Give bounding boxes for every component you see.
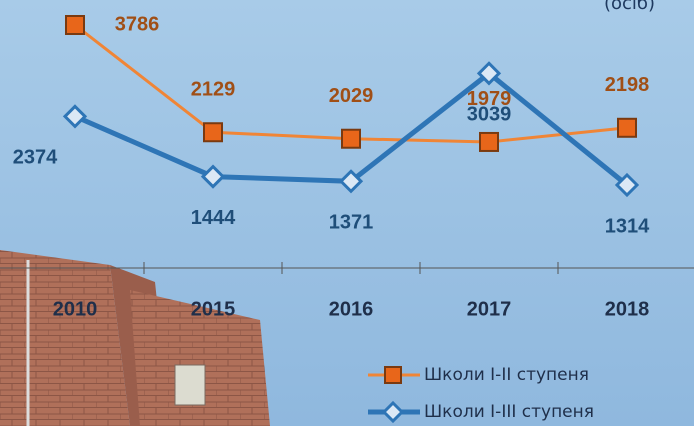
marker	[617, 117, 637, 138]
legend-label: Школи І-ІІІ ступеня	[424, 402, 594, 422]
x-tick-label: 2017	[467, 298, 512, 320]
data-label: 3039	[467, 104, 512, 126]
marker	[338, 169, 364, 194]
building	[0, 250, 270, 426]
data-label: 2374	[13, 147, 58, 169]
data-label: 2198	[605, 74, 650, 96]
data-label: 1444	[191, 207, 236, 229]
marker	[476, 61, 502, 86]
marker	[62, 104, 88, 129]
marker	[479, 131, 499, 152]
marker	[341, 128, 361, 149]
unit-note: (осіб)	[604, 0, 655, 14]
x-tick-label: 2010	[53, 298, 98, 320]
marker	[614, 172, 640, 198]
data-label: 1314	[605, 215, 650, 237]
data-label: 2129	[191, 79, 236, 101]
data-label: 1371	[329, 212, 374, 234]
data-label: 1979	[467, 88, 512, 110]
x-tick-label: 2015	[191, 298, 236, 320]
legend-marker	[381, 400, 405, 424]
marker	[65, 15, 85, 35]
legend-marker	[384, 366, 402, 384]
data-label: 2029	[329, 85, 374, 107]
x-tick-label: 2016	[329, 298, 374, 320]
marker	[200, 164, 226, 189]
marker	[203, 122, 223, 143]
legend-label: Школи І-ІІ ступеня	[424, 365, 589, 385]
data-label: 3786	[115, 13, 160, 35]
x-tick-label: 2018	[605, 298, 650, 320]
